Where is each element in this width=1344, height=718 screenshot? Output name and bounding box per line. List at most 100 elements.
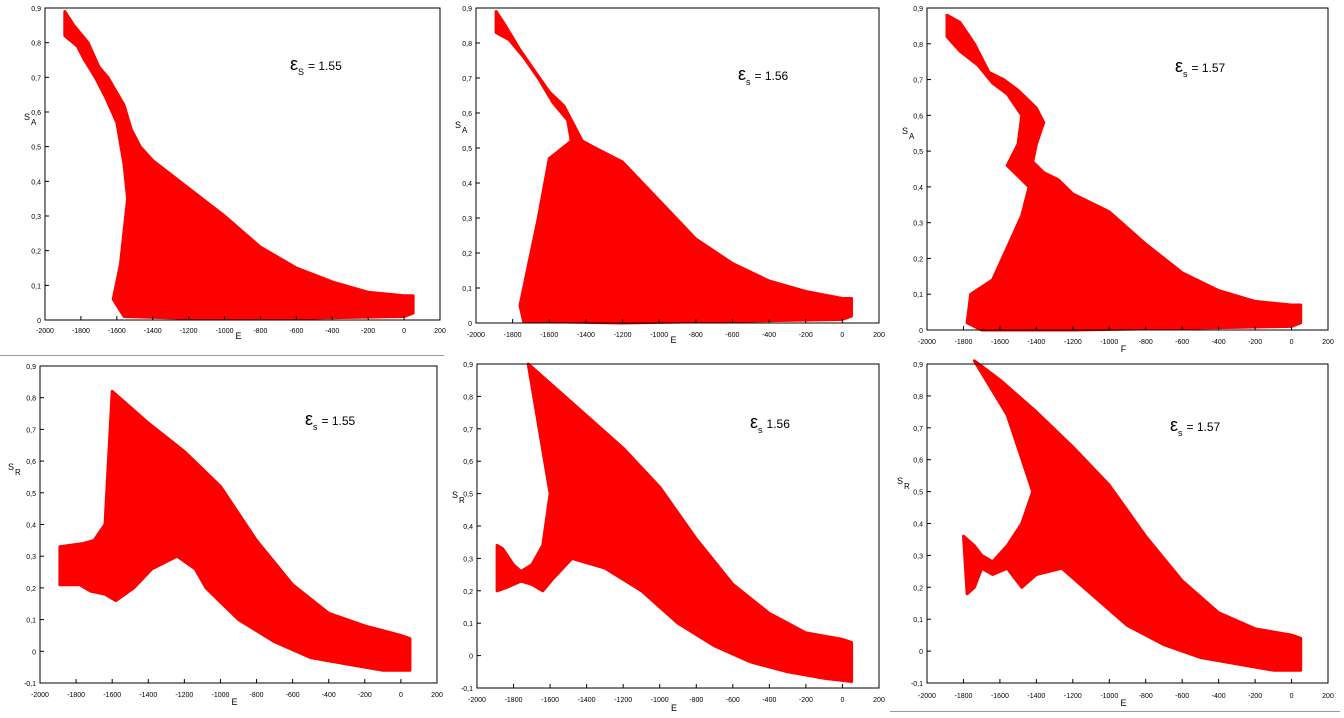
y-tick-label: 0,6 xyxy=(463,459,473,466)
x-tick-label: -1600 xyxy=(540,332,558,339)
x-tick-label: -1000 xyxy=(1100,693,1118,700)
x-tick-label: -1200 xyxy=(1064,339,1082,346)
y-tick-label: 0 xyxy=(37,318,41,325)
y-tick-label: 0,4 xyxy=(913,522,923,529)
data-region xyxy=(945,13,1303,332)
x-tick-label: -800 xyxy=(1139,339,1153,346)
x-tick-label: -1600 xyxy=(991,339,1009,346)
x-tick-label: -600 xyxy=(1175,339,1189,346)
y-tick-label: 0,2 xyxy=(462,251,472,258)
data-region xyxy=(495,362,854,683)
y-tick-label: 0,5 xyxy=(913,149,923,156)
y-tick-label: 0,9 xyxy=(462,6,472,13)
y-tick-label: 0,5 xyxy=(26,491,36,498)
y-tick-label: 0,4 xyxy=(26,523,36,530)
y-tick-label: 0,7 xyxy=(913,426,923,433)
x-tick-label: -200 xyxy=(361,328,375,335)
y-tick-label: 0,6 xyxy=(462,111,472,118)
x-tick-label: -800 xyxy=(250,692,264,699)
x-tick-label: -1200 xyxy=(614,332,632,339)
x-tick-label: -1000 xyxy=(650,332,668,339)
x-tick-label: -1000 xyxy=(651,697,669,704)
y-tick-label: 0,2 xyxy=(463,589,473,596)
epsilon-annotation: εs = 1.56 xyxy=(738,64,789,87)
x-tick-label: 0 xyxy=(841,697,845,704)
y-tick-label: 0,5 xyxy=(462,146,472,153)
y-axis-label: SA xyxy=(902,126,915,141)
x-tick-label: -2000 xyxy=(918,339,936,346)
x-axis-label: E xyxy=(670,335,676,345)
y-tick-label: 0,4 xyxy=(913,185,923,192)
data-region xyxy=(63,10,415,320)
x-tick-label: -400 xyxy=(762,332,776,339)
x-tick-label: -1400 xyxy=(139,692,157,699)
epsilon-annotation: εs = 1.57 xyxy=(1170,415,1221,438)
separator-line xyxy=(890,711,1340,712)
epsilon-annotation: εs 1.56 xyxy=(750,412,790,435)
y-tick-label: 0,3 xyxy=(31,214,41,221)
x-tick-label: -400 xyxy=(1212,693,1226,700)
y-tick-label: 0,3 xyxy=(462,216,472,223)
y-tick-label: 0 xyxy=(469,654,473,661)
scatter-panel-top-left: -2000 -1800 -1600 -1400 -1200 -1000 -800 -600 -4… xyxy=(24,6,446,341)
y-tick-label: 0,5 xyxy=(463,492,473,499)
x-tick-label: -1600 xyxy=(103,692,121,699)
y-tick-label: 0 xyxy=(919,649,923,656)
y-tick-label: 0,5 xyxy=(31,145,41,152)
x-tick-label: -400 xyxy=(322,692,336,699)
epsilon-annotation: εS = 1.55 xyxy=(290,54,342,77)
y-tick-label: 0 xyxy=(468,321,472,328)
y-axis-label: SA xyxy=(455,120,468,135)
y-tick-label: -0,1 xyxy=(911,681,923,688)
y-tick-label: 0,2 xyxy=(26,586,36,593)
x-tick-label: -1800 xyxy=(67,692,85,699)
y-tick-label: 0,6 xyxy=(26,459,36,466)
x-tick-label: -600 xyxy=(1175,693,1189,700)
data-region xyxy=(58,389,412,672)
x-tick-label: -1800 xyxy=(955,339,973,346)
x-tick-label: -1000 xyxy=(1100,339,1118,346)
x-tick-label: -1800 xyxy=(955,693,973,700)
x-tick-label: -400 xyxy=(1212,339,1226,346)
x-tick-label: -1800 xyxy=(505,697,523,704)
y-tick-label: 0,6 xyxy=(913,113,923,120)
y-tick-label: 0,9 xyxy=(26,364,36,371)
y-tick-label: 0,8 xyxy=(463,394,473,401)
x-tick-label: -200 xyxy=(799,697,813,704)
y-tick-label: 0,1 xyxy=(26,618,36,625)
x-tick-label: -2000 xyxy=(36,328,54,335)
scatter-panel-top-middle: -2000 -1800 -1600 -1400 -1200 -1000 -800 -600 -4… xyxy=(455,6,885,345)
x-axis-label: E xyxy=(231,697,237,707)
x-tick-label: -1200 xyxy=(614,697,632,704)
x-tick-label: 0 xyxy=(402,328,406,335)
y-tick-label: 0,1 xyxy=(913,292,923,299)
x-tick-label: -600 xyxy=(726,697,740,704)
y-tick-label: 0 xyxy=(919,328,923,335)
separator-line xyxy=(0,355,444,356)
plot-frame xyxy=(475,7,880,324)
y-tick-label: 0,7 xyxy=(462,76,472,83)
x-tick-label: -1800 xyxy=(72,328,90,335)
y-tick-label: 0,3 xyxy=(913,553,923,560)
x-tick-label: -1400 xyxy=(577,332,595,339)
plot-frame xyxy=(926,7,1329,331)
x-tick-label: -800 xyxy=(253,328,267,335)
y-tick-label: 0,8 xyxy=(462,41,472,48)
y-tick-label: 0,6 xyxy=(913,458,923,465)
scatter-panel-bottom-left: -2000 -1800 -1600 -1400 -1200 -1000 -800 -600 -4… xyxy=(8,364,443,707)
y-tick-label: -0,1 xyxy=(461,686,473,693)
x-tick-label: -1400 xyxy=(578,697,596,704)
y-axis-label: SA xyxy=(24,112,37,127)
x-tick-label: 200 xyxy=(431,692,443,699)
y-axis-label: SR xyxy=(897,476,910,491)
x-tick-label: 200 xyxy=(873,697,885,704)
y-tick-label: 0,1 xyxy=(463,621,473,628)
x-tick-label: -1600 xyxy=(108,328,126,335)
x-tick-label: -400 xyxy=(325,328,339,335)
y-tick-label: 0,8 xyxy=(913,394,923,401)
x-tick-label: -800 xyxy=(689,697,703,704)
x-tick-label: -800 xyxy=(1139,693,1153,700)
x-tick-label: -1000 xyxy=(212,692,230,699)
x-tick-label: 0 xyxy=(399,692,403,699)
x-tick-label: 200 xyxy=(434,328,446,335)
